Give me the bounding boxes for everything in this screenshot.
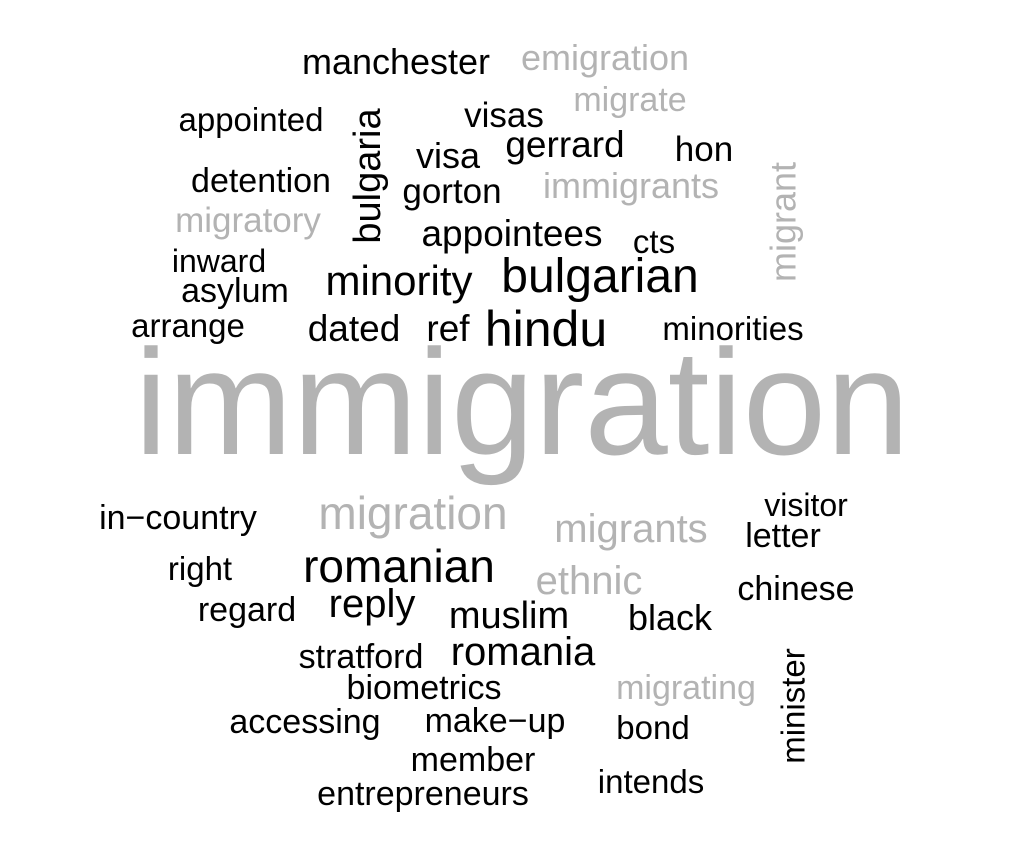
word-reply: reply: [329, 582, 416, 626]
word-emigration: emigration: [521, 37, 689, 78]
word-romanian: romanian: [303, 540, 495, 592]
word-visitor: visitor: [764, 487, 848, 523]
word-migrate: migrate: [573, 81, 686, 119]
word-gorton: gorton: [402, 172, 501, 211]
word-ref: ref: [426, 308, 470, 349]
word-regard: regard: [198, 591, 296, 629]
word-manchester: manchester: [302, 41, 490, 82]
word-bond: bond: [616, 709, 689, 746]
word-letter: letter: [745, 517, 821, 555]
word-in-country: in−country: [99, 499, 257, 537]
word-appointed: appointed: [179, 101, 324, 138]
word-detention: detention: [191, 162, 331, 200]
word-make-up: make−up: [425, 702, 566, 740]
word-migrants: migrants: [554, 507, 707, 551]
word-hon: hon: [675, 130, 733, 169]
word-arrange: arrange: [131, 307, 245, 344]
word-immigrants: immigrants: [543, 165, 719, 206]
word-gerrard: gerrard: [505, 124, 624, 165]
word-bulgarian: bulgarian: [501, 250, 698, 303]
word-migrating: migrating: [616, 669, 756, 707]
word-inward: inward: [172, 243, 266, 279]
word-dated: dated: [308, 308, 401, 349]
word-chinese: chinese: [737, 570, 854, 608]
word-black: black: [628, 597, 713, 638]
word-right: right: [168, 550, 232, 587]
word-accessing: accessing: [229, 703, 380, 741]
word-muslim: muslim: [449, 595, 569, 637]
word-minorities: minorities: [662, 310, 803, 347]
word-migration: migration: [318, 487, 507, 539]
word-intends: intends: [598, 763, 704, 800]
word-stratford: stratford: [299, 638, 424, 676]
word-immigration: immigration: [134, 318, 909, 486]
word-appointees: appointees: [421, 213, 602, 254]
word-minority: minority: [325, 257, 472, 304]
word-biometrics: biometrics: [347, 669, 502, 707]
word-visas: visas: [464, 96, 544, 135]
word-ethnic: ethnic: [536, 559, 643, 603]
word-entrepreneurs: entrepreneurs: [317, 775, 529, 813]
word-asylum: asylum: [181, 272, 289, 310]
word-cts: cts: [633, 223, 675, 260]
word-romania: romania: [451, 630, 596, 674]
word-bulgaria: bulgaria: [347, 108, 389, 244]
word-minister: minister: [775, 648, 812, 764]
word-hindu: hindu: [485, 301, 607, 357]
word-migratory: migratory: [175, 201, 321, 240]
word-migrant: migrant: [763, 162, 804, 282]
word-visa: visa: [416, 135, 481, 176]
word-member: member: [411, 741, 536, 779]
